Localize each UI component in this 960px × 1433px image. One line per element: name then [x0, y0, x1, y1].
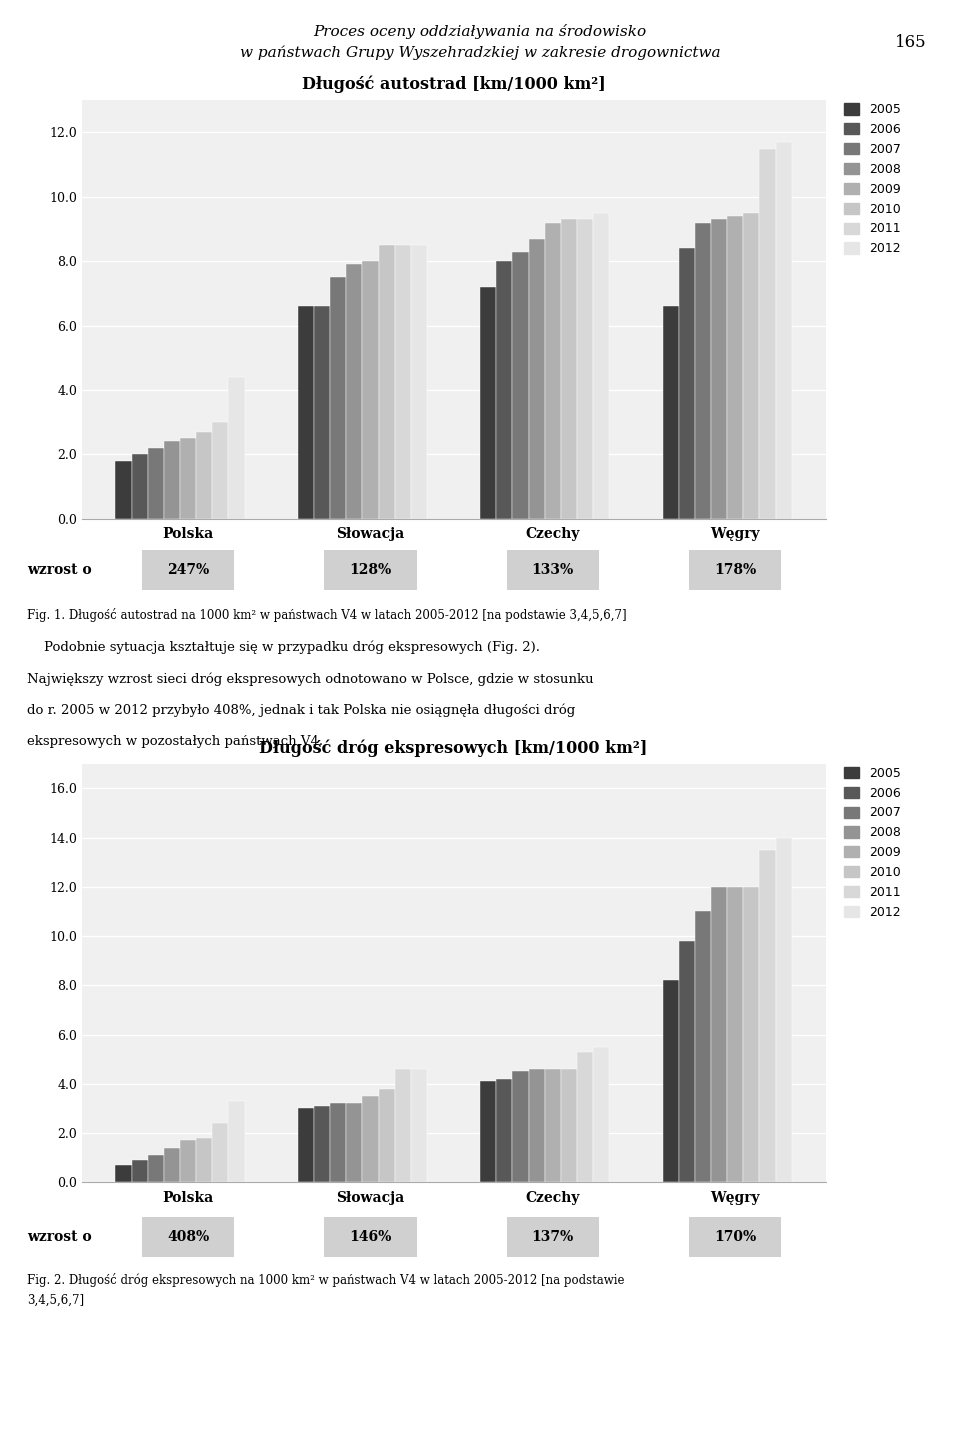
Text: 170%: 170% — [714, 1230, 756, 1244]
Bar — [395, 245, 411, 519]
Bar — [577, 219, 593, 519]
Bar — [330, 1103, 347, 1182]
Bar — [378, 245, 395, 519]
Bar — [347, 1103, 363, 1182]
Legend: 2005, 2006, 2007, 2008, 2009, 2010, 2011, 2012: 2005, 2006, 2007, 2008, 2009, 2010, 2011… — [839, 99, 906, 261]
Bar — [164, 441, 180, 519]
Title: Długość dróg ekspresowych [km/1000 km²]: Długość dróg ekspresowych [km/1000 km²] — [259, 739, 648, 757]
Bar — [513, 252, 529, 519]
Bar — [411, 245, 427, 519]
Bar — [496, 1079, 513, 1182]
Bar — [743, 214, 759, 519]
Text: Proces oceny oddziaływania na środowisko: Proces oceny oddziaływania na środowisko — [313, 24, 647, 39]
Text: Największy wzrost sieci dróg ekspresowych odnotowano w Polsce, gdzie w stosunku: Największy wzrost sieci dróg ekspresowyc… — [27, 672, 593, 685]
Bar — [662, 980, 679, 1182]
Text: Podobnie sytuacja kształtuje się w przypadku dróg ekspresowych (Fig. 2).: Podobnie sytuacja kształtuje się w przyp… — [27, 641, 540, 653]
Bar — [298, 307, 314, 519]
Text: ekspresowych w pozostałych państwach V4.: ekspresowych w pozostałych państwach V4. — [27, 735, 323, 748]
Bar — [411, 1069, 427, 1182]
Bar — [164, 1148, 180, 1182]
Bar — [212, 1123, 228, 1182]
Bar — [695, 222, 711, 519]
Bar — [347, 265, 363, 519]
Bar — [776, 142, 792, 519]
Text: Fig. 1. Długość autostrad na 1000 km² w państwach V4 w latach 2005-2012 [na pods: Fig. 1. Długość autostrad na 1000 km² w … — [27, 608, 627, 622]
Bar — [711, 219, 727, 519]
Bar — [544, 222, 561, 519]
Text: wzrost o: wzrost o — [27, 563, 91, 577]
Bar — [727, 216, 743, 519]
Bar — [480, 287, 496, 519]
Text: 3,4,5,6,7]: 3,4,5,6,7] — [27, 1294, 84, 1307]
Text: Fig. 2. Długość dróg ekspresowych na 1000 km² w państwach V4 w latach 2005-2012 : Fig. 2. Długość dróg ekspresowych na 100… — [27, 1273, 624, 1287]
Bar — [212, 423, 228, 519]
Bar — [695, 911, 711, 1182]
Bar — [196, 431, 212, 519]
Bar — [363, 1096, 378, 1182]
Bar — [314, 307, 330, 519]
Bar — [378, 1089, 395, 1182]
Bar — [363, 261, 378, 519]
Text: 178%: 178% — [714, 563, 756, 577]
Bar — [662, 307, 679, 519]
Bar — [679, 941, 695, 1182]
Legend: 2005, 2006, 2007, 2008, 2009, 2010, 2011, 2012: 2005, 2006, 2007, 2008, 2009, 2010, 2011… — [839, 762, 906, 924]
Bar — [593, 1048, 610, 1182]
Text: 408%: 408% — [167, 1230, 209, 1244]
Bar — [727, 887, 743, 1182]
Bar — [593, 214, 610, 519]
Bar — [148, 449, 164, 519]
Bar — [132, 1161, 148, 1182]
Bar — [480, 1082, 496, 1182]
Bar — [529, 239, 544, 519]
Bar — [395, 1069, 411, 1182]
Bar — [759, 850, 776, 1182]
Text: 146%: 146% — [349, 1230, 392, 1244]
Bar — [711, 887, 727, 1182]
Bar — [513, 1072, 529, 1182]
Bar — [228, 1101, 245, 1182]
Title: Długość autostrad [km/1000 km²]: Długość autostrad [km/1000 km²] — [301, 76, 606, 93]
Bar — [330, 278, 347, 519]
Text: w państwach Grupy Wyszehradzkiej w zakresie drogownictwa: w państwach Grupy Wyszehradzkiej w zakre… — [240, 46, 720, 60]
Bar — [115, 1165, 132, 1182]
Text: 165: 165 — [895, 34, 926, 52]
Text: 247%: 247% — [167, 563, 209, 577]
Text: wzrost o: wzrost o — [27, 1230, 91, 1244]
Bar — [115, 461, 132, 519]
Bar — [228, 377, 245, 519]
Text: 137%: 137% — [532, 1230, 574, 1244]
Bar — [132, 454, 148, 519]
Bar — [298, 1108, 314, 1182]
Bar — [743, 887, 759, 1182]
Bar — [561, 219, 577, 519]
Text: do r. 2005 w 2012 przybyło 408%, jednak i tak Polska nie osiągnęła długości dróg: do r. 2005 w 2012 przybyło 408%, jednak … — [27, 704, 575, 716]
Bar — [314, 1106, 330, 1182]
Bar — [196, 1138, 212, 1182]
Bar — [180, 438, 196, 519]
Bar — [544, 1069, 561, 1182]
Bar — [148, 1155, 164, 1182]
Bar — [577, 1052, 593, 1182]
Bar — [561, 1069, 577, 1182]
Text: 128%: 128% — [349, 563, 392, 577]
Bar — [529, 1069, 544, 1182]
Bar — [759, 149, 776, 519]
Bar — [180, 1141, 196, 1182]
Bar — [776, 838, 792, 1182]
Bar — [496, 261, 513, 519]
Text: 133%: 133% — [532, 563, 574, 577]
Bar — [679, 248, 695, 519]
